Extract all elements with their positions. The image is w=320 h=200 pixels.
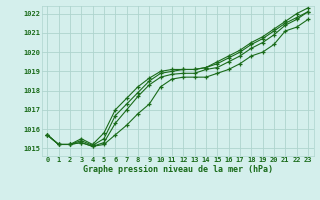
- X-axis label: Graphe pression niveau de la mer (hPa): Graphe pression niveau de la mer (hPa): [83, 165, 273, 174]
